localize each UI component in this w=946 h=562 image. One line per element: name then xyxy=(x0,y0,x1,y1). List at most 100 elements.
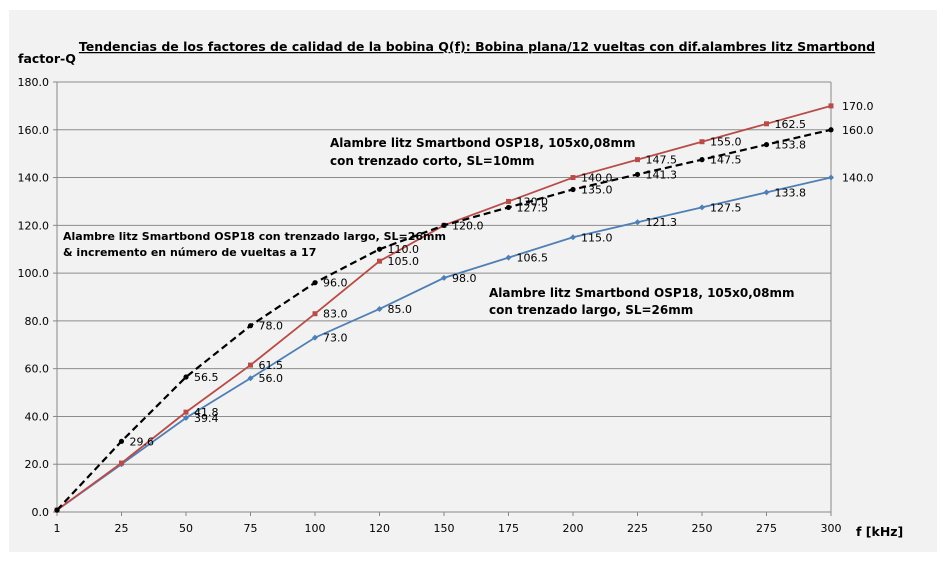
annotation-black-line-1: Alambre litz Smartbond OSP18 con trenzad… xyxy=(63,230,446,243)
x-tick-label: 75 xyxy=(244,522,258,535)
data-label-red: 105.0 xyxy=(388,255,420,268)
data-point-black xyxy=(828,127,834,133)
data-label-red: 162.5 xyxy=(775,118,807,131)
y-tick-label: 160.0 xyxy=(18,124,50,137)
data-label-black: 153.8 xyxy=(775,139,807,152)
data-point-black xyxy=(634,171,641,178)
data-point-red xyxy=(312,311,318,317)
data-point-black xyxy=(570,186,576,193)
annotation-black-line-2: & incremento en número de vueltas a 17 xyxy=(63,246,316,259)
data-point-red xyxy=(828,103,834,109)
data-label-red: 61.5 xyxy=(259,359,284,372)
data-point-blue xyxy=(376,305,383,312)
data-label-blue: 115.0 xyxy=(581,231,613,244)
data-label-red: 83.0 xyxy=(323,308,348,321)
data-label-red: 170.0 xyxy=(842,100,874,113)
data-label-blue: 56.0 xyxy=(259,372,284,385)
data-labels: 39.4 56.0 73.0 85.0 98.0 106.5 115.0 121.3 127.5… xyxy=(130,100,874,448)
data-label-black: 110.0 xyxy=(388,243,420,256)
x-tick-label: 25 xyxy=(115,522,129,535)
data-point-black xyxy=(699,157,705,163)
data-point-blue xyxy=(570,234,576,241)
annotation-red-line-2: con trenzado corto, SL=10mm xyxy=(330,154,535,168)
data-point-black xyxy=(118,438,125,444)
y-tick-label: 100.0 xyxy=(18,267,50,280)
x-tick-label: 200 xyxy=(563,522,584,535)
data-point-blue xyxy=(505,254,512,261)
y-tick-label: 80.0 xyxy=(25,315,50,328)
data-label-blue: 85.0 xyxy=(388,303,413,316)
data-point-red xyxy=(635,157,640,163)
x-tick-label: 275 xyxy=(756,522,777,535)
data-point-blue xyxy=(441,274,447,281)
data-label-blue: 121.3 xyxy=(646,216,678,229)
data-point-red xyxy=(506,198,511,204)
data-label-black: 147.5 xyxy=(710,154,742,167)
data-point-red xyxy=(377,258,382,264)
data-point-red xyxy=(570,175,576,181)
x-tick-label: 175 xyxy=(498,522,519,535)
data-label-blue: 106.5 xyxy=(517,252,549,265)
x-tick-label: 100 xyxy=(305,522,326,535)
annotation-red: Alambre litz Smartbond OSP18, 105x0,08mm… xyxy=(330,136,635,168)
data-point-red xyxy=(248,362,253,368)
x-tick-label: 50 xyxy=(179,522,193,535)
x-tick-label: 300 xyxy=(821,522,842,535)
data-label-black: 120.0 xyxy=(452,219,484,232)
data-label-blue: 140.0 xyxy=(842,172,874,185)
data-label-blue: 39.4 xyxy=(194,412,219,425)
x-tick-label: 150 xyxy=(434,522,455,535)
data-point-red xyxy=(699,139,705,145)
y-tick-label: 140.0 xyxy=(18,172,50,185)
data-label-black: 29.6 xyxy=(130,435,155,448)
data-label-blue: 127.5 xyxy=(710,201,742,214)
data-point-black xyxy=(441,222,447,228)
data-point-red xyxy=(119,460,124,466)
data-label-red: 130.0 xyxy=(517,195,549,208)
y-tick-labels: 0.0 20.0 40.0 60.0 80.0 100.0 120.0 140.0 160.0 1… xyxy=(18,76,50,519)
data-label-black: 127.5 xyxy=(517,201,549,214)
data-point-black xyxy=(376,246,383,252)
chart-area xyxy=(9,10,937,552)
data-point-black xyxy=(54,507,60,513)
data-point-black xyxy=(763,141,770,148)
data-label-red: 140.0 xyxy=(581,172,613,185)
data-point-black xyxy=(183,374,189,380)
data-point-blue xyxy=(699,204,705,211)
x-axis-label: f [kHz] xyxy=(856,524,903,539)
data-point-blue xyxy=(634,219,641,226)
annotation-blue-line-1: Alambre litz Smartbond OSP18, 105x0,08mm xyxy=(489,286,794,300)
axes xyxy=(56,82,832,513)
series-line-black xyxy=(56,128,832,511)
data-point-blue xyxy=(763,189,770,196)
data-label-black: 160.0 xyxy=(842,124,874,137)
data-label-red: 147.5 xyxy=(646,154,678,167)
gridlines xyxy=(53,81,832,516)
data-label-black: 78.0 xyxy=(259,320,284,333)
x-tick-label: 1 xyxy=(54,522,61,535)
data-point-black xyxy=(312,280,318,286)
data-label-black: 141.3 xyxy=(646,168,678,181)
x-tick-label: 120 xyxy=(369,522,390,535)
data-point-blue xyxy=(183,414,189,421)
annotation-red-line-1: Alambre litz Smartbond OSP18, 105x0,08mm xyxy=(330,136,635,150)
y-axis-label: factor-Q xyxy=(18,51,76,66)
data-label-red: 155.0 xyxy=(710,136,742,149)
data-label-blue: 133.8 xyxy=(775,186,807,199)
data-point-blue xyxy=(312,334,318,341)
annotation-blue: Alambre litz Smartbond OSP18, 105x0,08mm… xyxy=(489,286,794,317)
data-point-red xyxy=(764,121,769,127)
data-label-red: 41.8 xyxy=(194,406,219,419)
data-point-black xyxy=(505,204,512,211)
data-point-black xyxy=(247,323,254,329)
data-point-red xyxy=(183,409,189,415)
data-label-black: 96.0 xyxy=(323,277,348,290)
series xyxy=(54,103,834,514)
chart-title: Tendencias de los factores de calidad de… xyxy=(79,39,875,54)
data-point-blue xyxy=(247,375,254,382)
data-label-blue: 73.0 xyxy=(323,332,348,345)
data-label-black: 135.0 xyxy=(581,184,613,197)
y-tick-label: 20.0 xyxy=(25,458,50,471)
y-tick-label: 60.0 xyxy=(25,363,50,376)
